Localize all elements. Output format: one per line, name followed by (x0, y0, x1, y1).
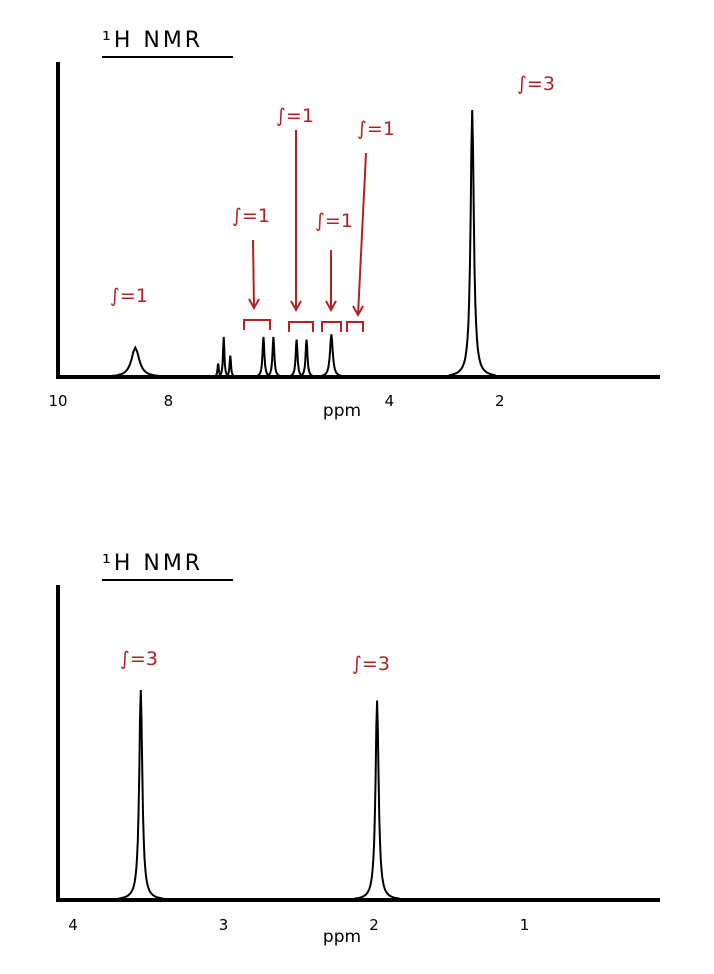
integral-arrowhead (325, 300, 337, 313)
integral-arrow (252, 239, 255, 309)
x-tick-label: 2 (369, 916, 379, 934)
integral-bracket (346, 321, 364, 332)
integral-label: ∫=1 (232, 205, 270, 227)
x-axis-label: ppm (323, 927, 361, 947)
peak-6 (260, 336, 287, 378)
integral-bracket (288, 321, 314, 332)
integral-label: ∫=1 (315, 210, 353, 232)
chart-title: ¹H NMR (102, 551, 203, 576)
nmr-chart-1: ¹H NMR 10 8 4 2 ppm ∫=1 ∫=1 ∫=1 ∫=1 ∫=1 ∫=3 (48, 28, 660, 421)
integral-arrowhead (352, 305, 364, 318)
integral-label: ∫=1 (110, 285, 148, 307)
integral-arrowhead (290, 300, 302, 313)
peak-5 (250, 336, 277, 378)
integral-label: ∫=3 (517, 73, 555, 95)
peak-4 (219, 355, 241, 378)
integral-bracket (321, 321, 342, 332)
x-axis-label: ppm (323, 401, 361, 421)
x-tick-label: 4 (68, 916, 78, 934)
x-tick-label: 3 (219, 916, 229, 934)
x-tick-label: 4 (385, 392, 395, 410)
x-tick-label: 10 (48, 392, 67, 410)
integral-arrow (357, 152, 367, 316)
peak-9 (311, 334, 352, 378)
peak-2 (354, 700, 400, 900)
peak-7 (283, 339, 310, 378)
x-tick-label: 2 (495, 392, 505, 410)
integral-label: ∫=1 (357, 118, 395, 140)
x-tick-label: 1 (520, 916, 530, 934)
chart-title: ¹H NMR (102, 28, 203, 53)
integral-label: ∫=1 (276, 105, 314, 127)
peak-3 (213, 336, 234, 378)
peak-10 (448, 109, 496, 377)
nmr-chart-2: ¹H NMR 4 3 2 1 ppm ∫=3 ∫=3 (56, 551, 660, 947)
integral-bracket (243, 319, 271, 330)
peak-1 (79, 345, 192, 378)
x-tick-label: 8 (164, 392, 174, 410)
integral-arrowhead (248, 298, 260, 311)
peak-1 (118, 689, 164, 900)
integral-label: ∫=3 (352, 653, 390, 675)
integral-label: ∫=3 (120, 648, 158, 670)
